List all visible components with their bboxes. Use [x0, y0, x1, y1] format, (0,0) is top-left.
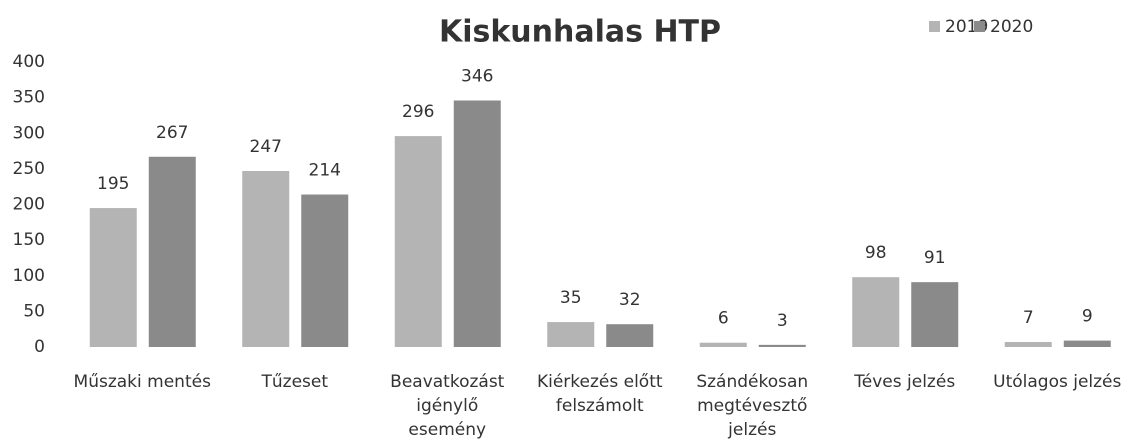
bar	[453, 100, 501, 347]
bar	[699, 342, 747, 347]
chart-title: Kiskunhalas HTP	[439, 15, 721, 50]
bar	[1063, 340, 1111, 347]
value-label: 6	[718, 309, 729, 329]
x-tick-label: Műszaki mentés	[73, 372, 211, 392]
value-label: 91	[924, 248, 946, 268]
y-tick-label: 200	[13, 195, 45, 215]
legend-swatch	[929, 21, 940, 32]
value-label: 296	[402, 102, 434, 122]
value-label: 9	[1082, 307, 1093, 327]
value-label: 247	[250, 137, 282, 157]
y-tick-label: 0	[34, 337, 45, 357]
y-tick-label: 100	[13, 266, 45, 286]
bar	[606, 324, 654, 347]
bar	[852, 277, 900, 347]
x-tick-label: Beavatkozást igénylő esemény	[390, 372, 505, 440]
bar	[89, 208, 137, 347]
y-tick-label: 250	[13, 159, 45, 179]
bar	[911, 282, 959, 347]
bar	[1004, 342, 1052, 347]
value-label: 98	[865, 243, 887, 263]
value-label: 35	[560, 288, 582, 308]
x-tick-label: Szándékosan megtévesztő jelzés	[696, 372, 809, 440]
value-label: 3	[777, 311, 788, 331]
value-label: 195	[97, 174, 129, 194]
value-label: 7	[1023, 308, 1034, 328]
legend-swatch	[974, 21, 985, 32]
x-tick-label: Téves jelzés	[854, 372, 956, 392]
bar	[301, 194, 349, 347]
value-label: 214	[309, 161, 341, 181]
x-tick-label: Tűzeset	[261, 372, 329, 392]
value-label: 267	[156, 123, 188, 143]
legend-label: 2020	[990, 17, 1033, 37]
bar	[547, 322, 595, 347]
y-tick-label: 50	[23, 301, 45, 321]
y-tick-label: 350	[13, 88, 45, 108]
value-label: 32	[619, 290, 641, 310]
bar	[394, 136, 442, 347]
bar	[242, 171, 290, 347]
x-tick-label: Utólagos jelzés	[993, 372, 1122, 392]
bar	[758, 344, 806, 347]
x-tick-label: Kiérkezés előtt felszámolt	[536, 372, 663, 416]
y-tick-label: 300	[13, 123, 45, 143]
y-tick-label: 400	[13, 52, 45, 72]
bar	[148, 156, 196, 347]
value-label: 346	[461, 66, 493, 86]
y-tick-label: 150	[13, 230, 45, 250]
